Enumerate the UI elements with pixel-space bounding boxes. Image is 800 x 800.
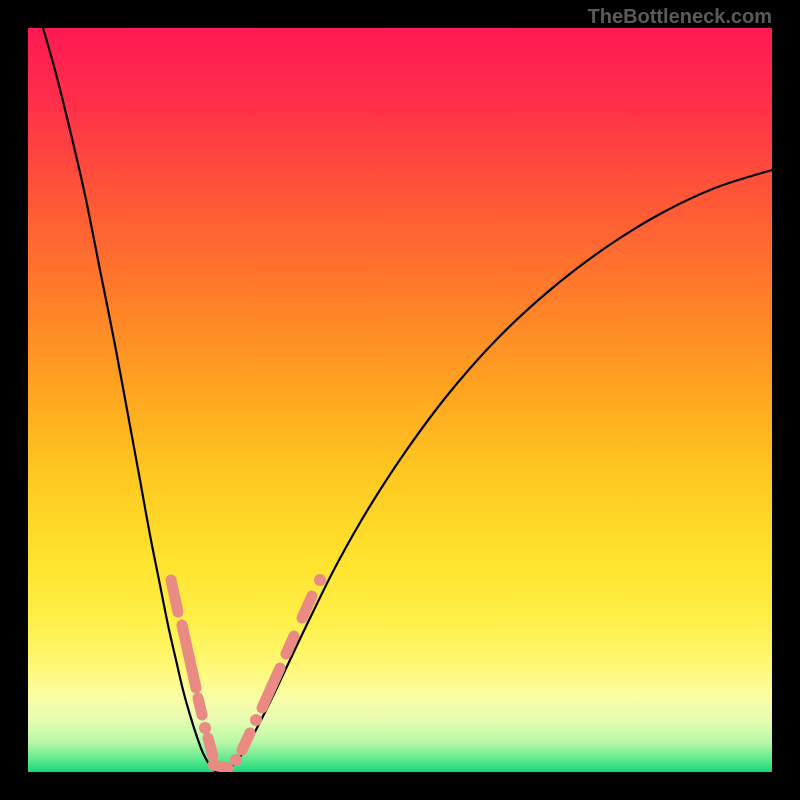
chart-container: TheBottleneck.com: [0, 0, 800, 800]
curve-layer: [28, 28, 772, 772]
bottleneck-curve: [43, 28, 772, 772]
plot-area: [28, 28, 772, 772]
data-markers: [171, 574, 326, 768]
watermark-text: TheBottleneck.com: [588, 6, 772, 29]
